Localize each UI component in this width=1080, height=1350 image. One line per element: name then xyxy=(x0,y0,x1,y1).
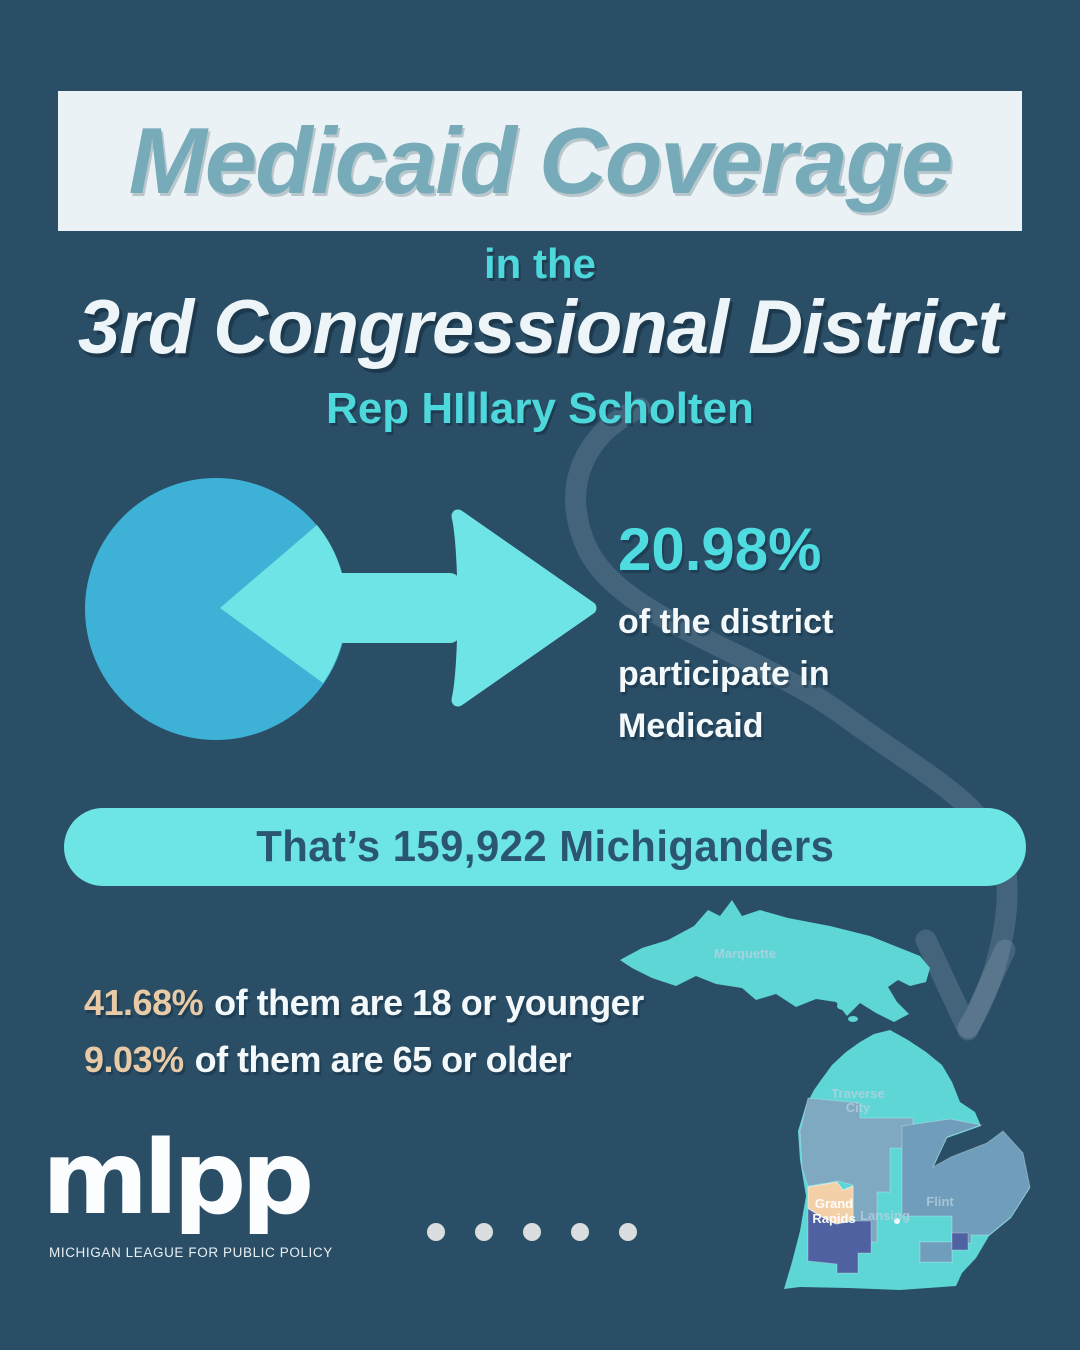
mlpp-logo: mlpp MICHIGAN LEAGUE FOR PUBLIC POLICY xyxy=(42,1119,332,1261)
main-stat-line-3: Medicaid xyxy=(618,707,764,745)
map-label-lansing: Lansing xyxy=(860,1208,910,1223)
main-stat-line-1: of the district xyxy=(618,603,834,641)
age-stat-younger-value: 41.68% xyxy=(84,982,204,1023)
lansing-city-dot xyxy=(894,1218,900,1224)
arrow-head xyxy=(451,509,597,707)
mlpp-wordmark: mlpp xyxy=(42,1119,314,1238)
page-title: Medicaid Coverage xyxy=(128,108,954,213)
map-label-grand-rapids-1: Grand xyxy=(815,1196,853,1211)
upper-peninsula-shape xyxy=(620,900,930,1022)
map-label-grand-rapids-2: Rapids xyxy=(812,1211,855,1226)
main-stat-block: 20.98% of the district participate in Me… xyxy=(618,520,833,752)
total-pill-text: That’s 159,922 Michiganders xyxy=(255,822,835,871)
carousel-dot xyxy=(427,1223,445,1241)
map-label-traverse-2: City xyxy=(846,1100,871,1115)
representative-name: Rep HIllary Scholten xyxy=(326,384,754,433)
carousel-dot xyxy=(523,1223,541,1241)
age-stat-younger: 41.68% of them are 18 or younger xyxy=(84,974,644,1031)
pie-slice-highlight xyxy=(220,525,347,683)
district-shape-indigo-small xyxy=(951,1232,969,1251)
main-stat-percent: 20.98% xyxy=(618,516,822,583)
age-stat-older: 9.03% of them are 65 or older xyxy=(84,1031,644,1088)
total-pill-banner: That’s 159,922 Michiganders xyxy=(64,808,1026,886)
district-shape-west xyxy=(799,1097,914,1243)
title-banner: Medicaid Coverage xyxy=(58,91,1022,231)
island-shape xyxy=(832,987,840,993)
island-shape xyxy=(837,1002,851,1010)
district-title: 3rd Congressional District xyxy=(77,285,1003,370)
island-shape xyxy=(848,1016,858,1022)
district-shape-south-central xyxy=(919,1241,953,1263)
district-shape-indigo xyxy=(807,1208,872,1274)
pie-chart xyxy=(85,478,597,740)
flow-arrow-stem xyxy=(565,397,1018,1039)
carousel-dot xyxy=(571,1223,589,1241)
main-stat-line-2: participate in xyxy=(618,655,830,693)
carousel-dot xyxy=(619,1223,637,1241)
age-stat-younger-text: of them are 18 or younger xyxy=(214,982,644,1023)
map-label-marquette: Marquette xyxy=(714,946,776,961)
age-stat-older-value: 9.03% xyxy=(84,1039,184,1080)
flow-arrow-head xyxy=(915,929,1016,1041)
arrow-shaft xyxy=(326,573,460,643)
age-stats-block: 41.68% of them are 18 or younger 9.03% of … xyxy=(84,974,644,1088)
connector-text: in the xyxy=(484,240,596,287)
map-label-flint: Flint xyxy=(926,1194,954,1209)
age-stat-older-text: of them are 65 or older xyxy=(194,1039,572,1080)
map-label-traverse-1: Traverse xyxy=(831,1086,885,1101)
mlpp-tagline: MICHIGAN LEAGUE FOR PUBLIC POLICY xyxy=(49,1245,333,1260)
michigan-map: Marquette Traverse City Grand Rapids Lan… xyxy=(620,900,1031,1290)
carousel-dot xyxy=(475,1223,493,1241)
pie-chart-circle xyxy=(85,478,347,740)
district-shape-third-highlight xyxy=(807,1181,854,1225)
carousel-dots xyxy=(427,1223,637,1241)
